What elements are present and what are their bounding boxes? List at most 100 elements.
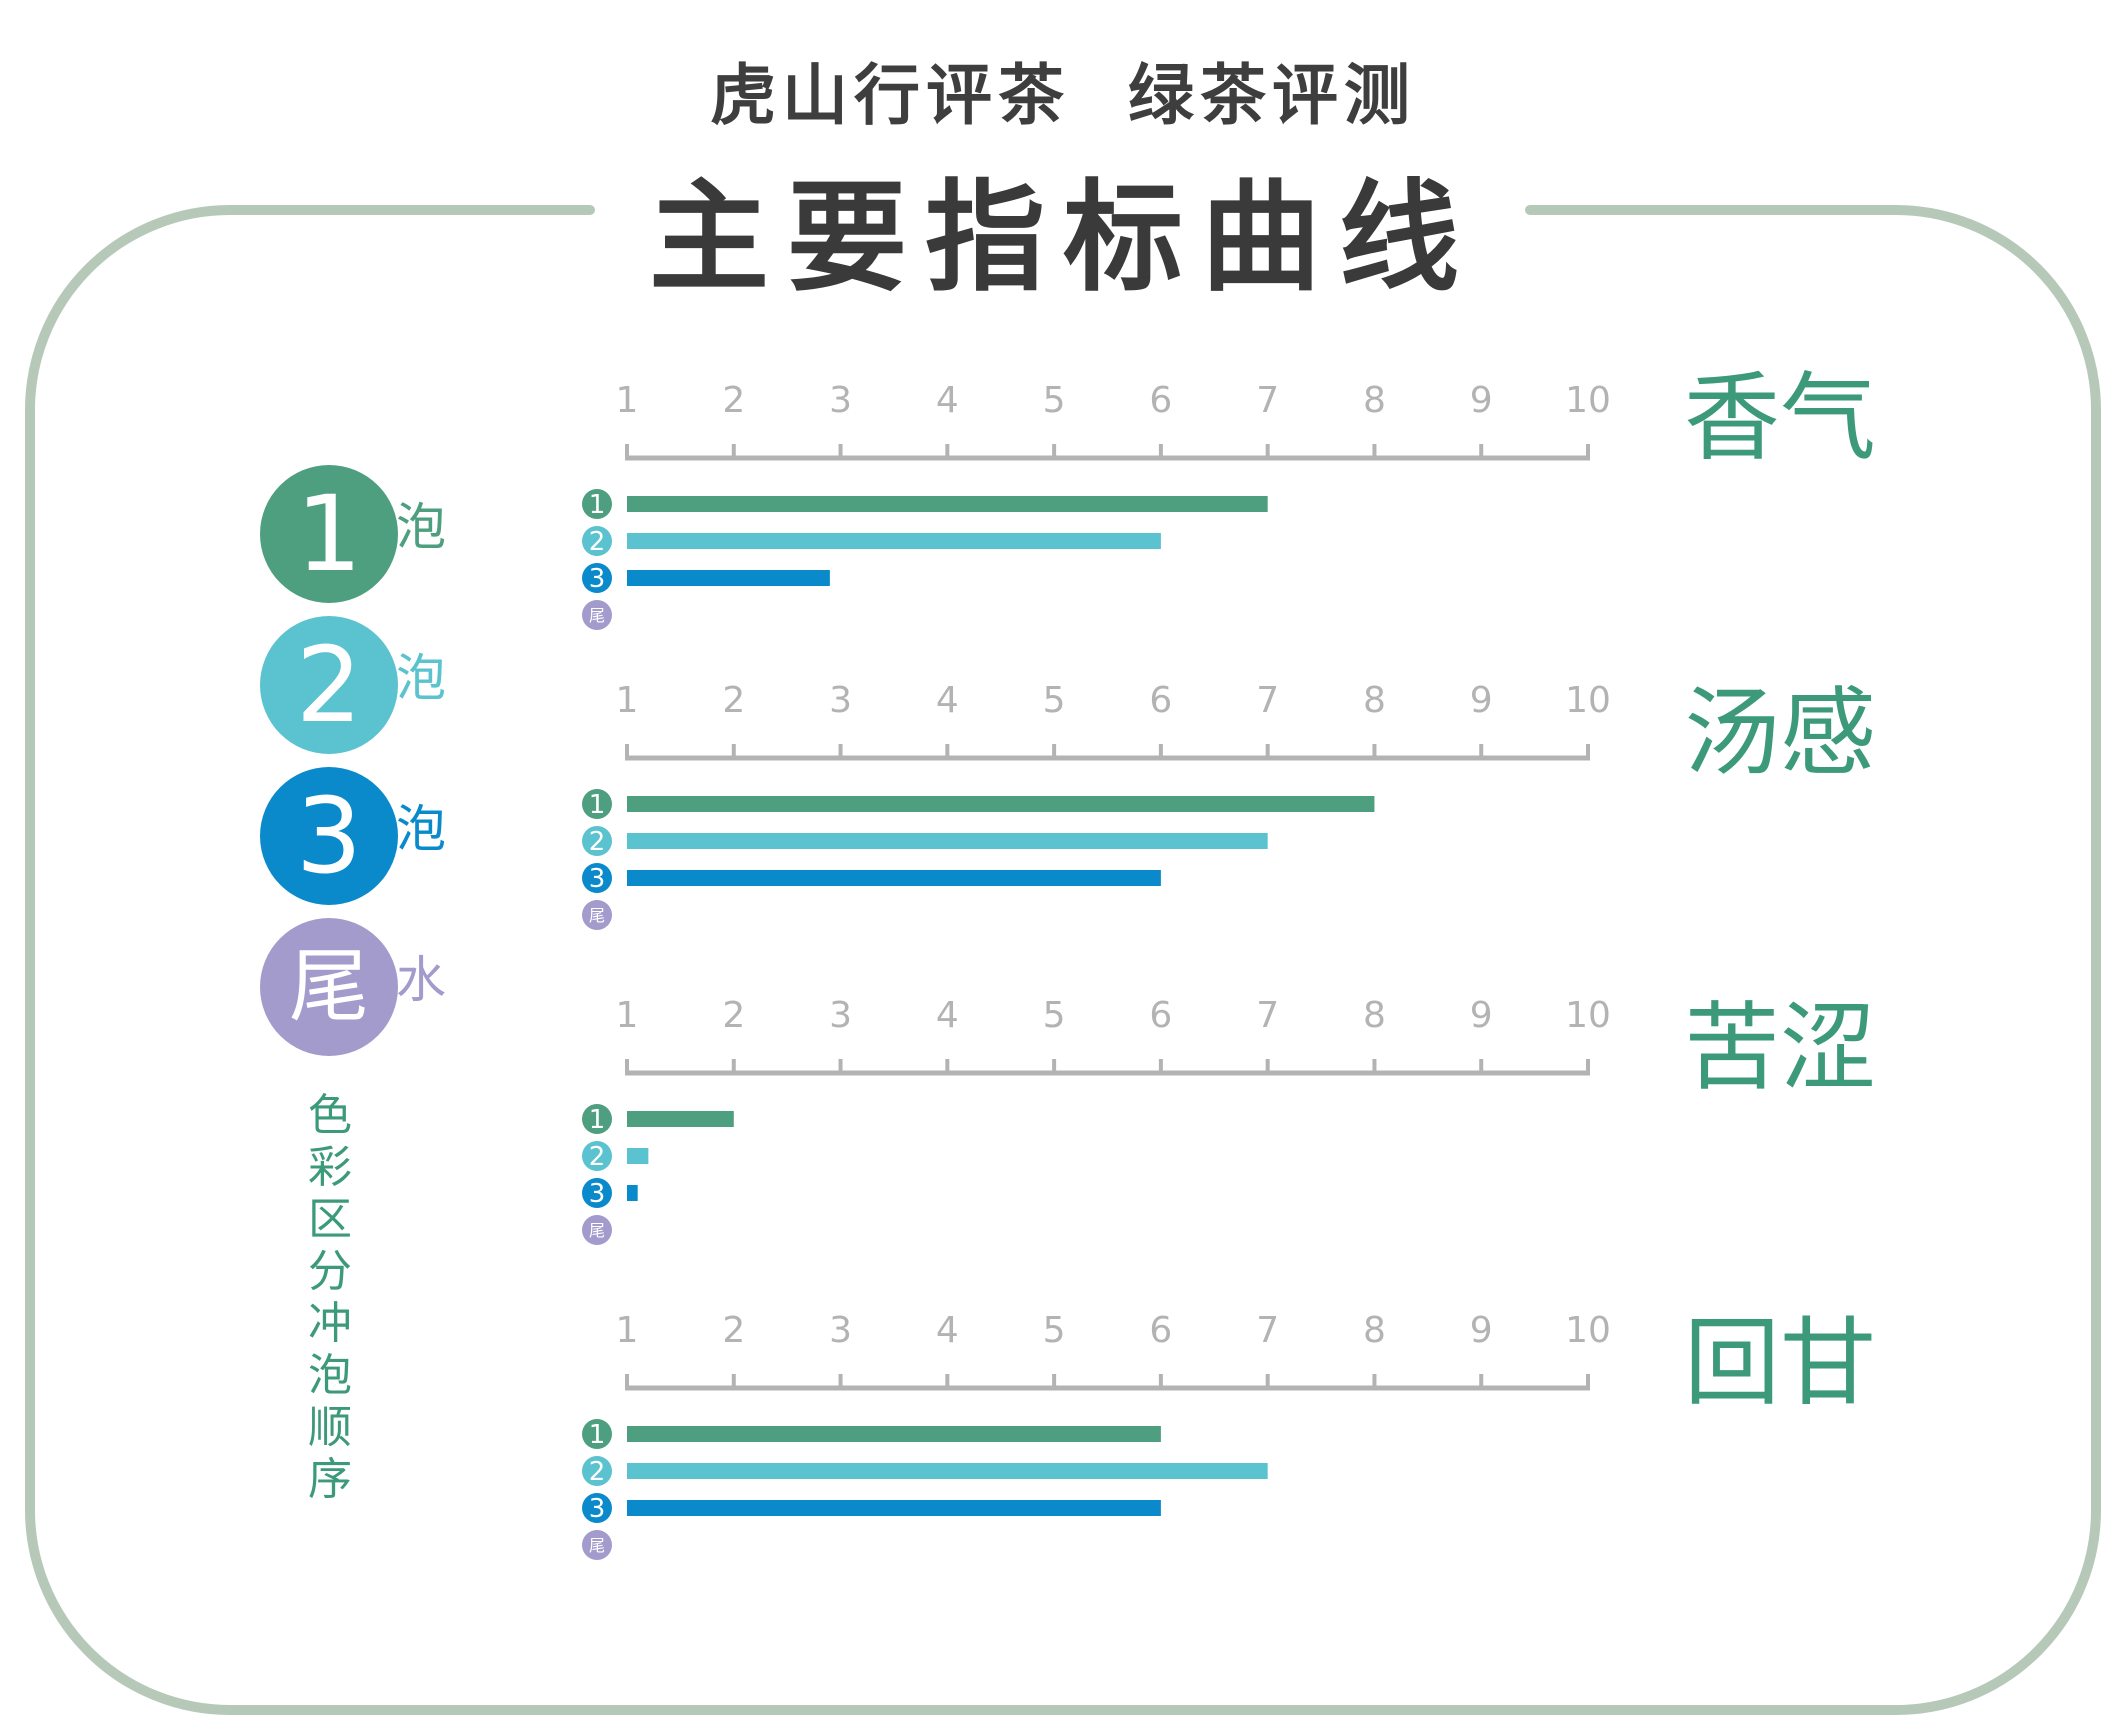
series-badge-label: 2 — [589, 827, 606, 857]
legend-note-char: 彩 — [308, 1142, 352, 1193]
tick-label: 8 — [1363, 680, 1386, 721]
series-badge — [582, 1141, 612, 1171]
tick-label: 1 — [616, 1310, 639, 1351]
tick-label: 8 — [1363, 995, 1386, 1036]
legend-item-3: 3 泡 — [260, 767, 500, 907]
legend-badge-1: 1 — [260, 465, 398, 603]
tick-label: 5 — [1043, 680, 1066, 721]
series-badge-label: 3 — [589, 864, 606, 894]
tick-label: 3 — [829, 1310, 852, 1351]
tick-label: 9 — [1470, 995, 1493, 1036]
series-badge — [582, 1419, 612, 1449]
tick-label: 2 — [722, 995, 745, 1036]
tick-label: 1 — [616, 380, 639, 421]
tick-label: 1 — [616, 995, 639, 1036]
tick-label: 10 — [1565, 380, 1611, 421]
series-badge — [582, 526, 612, 556]
series-badge-label: 3 — [589, 1179, 606, 1209]
series-badge — [582, 826, 612, 856]
bar-汤感-3 — [627, 870, 1161, 886]
legend-note-char: 分 — [308, 1246, 352, 1297]
series-badge-label: 尾 — [589, 906, 605, 925]
tick-label: 3 — [829, 995, 852, 1036]
series-badge-label: 2 — [589, 1142, 606, 1172]
series-badge-label: 尾 — [589, 1221, 605, 1240]
tick-label: 3 — [829, 680, 852, 721]
tick-label: 4 — [936, 1310, 959, 1351]
series-badge-label: 1 — [589, 1105, 606, 1135]
series-badge — [582, 1530, 612, 1560]
tick-label: 10 — [1565, 680, 1611, 721]
chart-title-bitterness: 苦涩 — [1684, 992, 1876, 1104]
tick-label: 2 — [722, 680, 745, 721]
chart-title-aftertaste: 回甘 — [1684, 1307, 1876, 1419]
series-badge-label: 1 — [589, 490, 606, 520]
series-badge-label: 3 — [589, 564, 606, 594]
legend-suffix-3: 泡 — [396, 800, 446, 858]
tick-label: 7 — [1256, 680, 1279, 721]
tick-label: 3 — [829, 380, 852, 421]
bar-苦涩-3 — [627, 1185, 638, 1201]
series-badge-label: 1 — [589, 790, 606, 820]
series-badge — [582, 863, 612, 893]
legend-suffix-1: 泡 — [396, 498, 446, 556]
page-subtitle: 虎山行评茶 绿茶评测 — [710, 57, 1416, 134]
series-badge — [582, 489, 612, 519]
legend-note-char: 泡 — [308, 1350, 352, 1401]
series-badge — [582, 563, 612, 593]
series-badge-label: 3 — [589, 1494, 606, 1524]
series-badge-label: 1 — [589, 1420, 606, 1450]
tick-label: 4 — [936, 995, 959, 1036]
series-badge — [582, 1178, 612, 1208]
series-badge — [582, 600, 612, 630]
legend-badge-2: 2 — [260, 616, 398, 754]
tick-label: 10 — [1565, 1310, 1611, 1351]
series-badge — [582, 900, 612, 930]
bar-苦涩-1 — [627, 1111, 734, 1127]
series-badge — [582, 1493, 612, 1523]
bar-回甘-3 — [627, 1500, 1161, 1516]
legend-suffix-2: 泡 — [396, 649, 446, 707]
series-badge-label: 2 — [589, 1457, 606, 1487]
legend-badge-tail: 尾 — [260, 918, 398, 1056]
tick-label: 6 — [1149, 380, 1172, 421]
series-badge-label: 2 — [589, 527, 606, 557]
tick-label: 2 — [722, 1310, 745, 1351]
tick-label: 4 — [936, 680, 959, 721]
series-badge-label: 尾 — [589, 1536, 605, 1555]
bar-汤感-1 — [627, 796, 1375, 812]
series-badge — [582, 789, 612, 819]
series-badge — [582, 1215, 612, 1245]
chart-title-aroma: 香气 — [1684, 362, 1876, 474]
tick-label: 7 — [1256, 380, 1279, 421]
legend-note-char: 色 — [308, 1090, 352, 1141]
bar-苦涩-2 — [627, 1148, 649, 1164]
legend-note-char: 序 — [308, 1454, 352, 1505]
series-badge-label: 尾 — [589, 606, 605, 625]
legend-note-char: 区 — [308, 1194, 352, 1245]
legend-note: 色彩区分冲泡顺序 — [300, 1090, 360, 1506]
legend-item-tail: 尾 水 — [260, 918, 500, 1058]
chart-title-mouthfeel: 汤感 — [1684, 677, 1876, 789]
series-badge — [582, 1104, 612, 1134]
tick-label: 8 — [1363, 1310, 1386, 1351]
tick-label: 4 — [936, 380, 959, 421]
tick-label: 9 — [1470, 380, 1493, 421]
legend-note-char: 顺 — [308, 1402, 352, 1453]
tick-label: 6 — [1149, 1310, 1172, 1351]
tick-label: 1 — [616, 680, 639, 721]
tick-label: 5 — [1043, 380, 1066, 421]
legend-note-char: 冲 — [308, 1298, 352, 1349]
legend-suffix-tail: 水 — [396, 951, 446, 1009]
bar-回甘-2 — [627, 1463, 1268, 1479]
tick-label: 5 — [1043, 995, 1066, 1036]
tick-label: 5 — [1043, 1310, 1066, 1351]
bar-香气-2 — [627, 533, 1161, 549]
legend-item-1: 1 泡 — [260, 465, 500, 605]
series-badge — [582, 1456, 612, 1486]
tick-label: 9 — [1470, 1310, 1493, 1351]
bar-汤感-2 — [627, 833, 1268, 849]
tick-label: 7 — [1256, 1310, 1279, 1351]
bar-回甘-1 — [627, 1426, 1161, 1442]
